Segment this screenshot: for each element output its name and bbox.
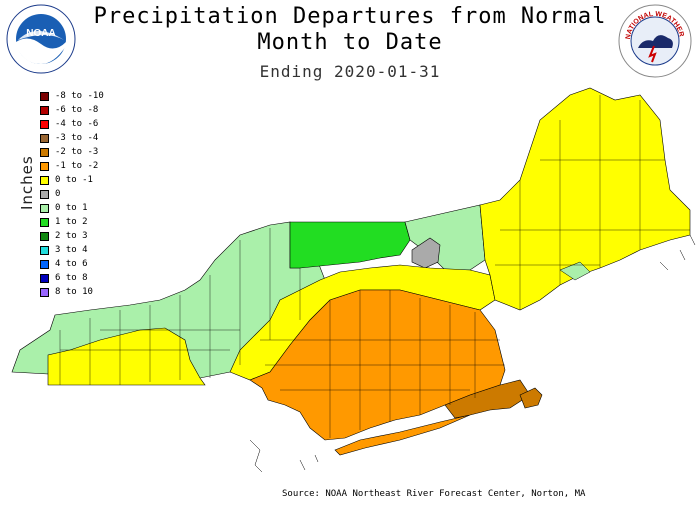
legend-item: -3 to -4: [40, 131, 104, 145]
region-maine-yellow: [479, 87, 691, 311]
legend-label: 8 to 10: [55, 287, 93, 297]
legend-item: 0 to 1: [40, 201, 104, 215]
legend-item: -1 to -2: [40, 159, 104, 173]
coastline: [249, 234, 696, 473]
legend-label: -4 to -6: [55, 119, 99, 129]
legend-swatch: [40, 147, 49, 157]
legend-units-label: Inches: [18, 155, 36, 210]
region-ny-southern-tier-yellow: [47, 327, 206, 386]
svg-text:NOAA: NOAA: [26, 28, 55, 39]
county-lines: [59, 95, 690, 438]
map-title: Precipitation Departures from Normal: [93, 4, 607, 29]
map-legend: -8 to -10 -6 to -8 -4 to -6 -3 to -4 -2 to -…: [40, 89, 104, 299]
region-cape-cod-brown: [519, 387, 543, 409]
legend-item: -8 to -10: [40, 89, 104, 103]
legend-label: 6 to 8: [55, 273, 88, 283]
noaa-logo: NOAA: [6, 4, 76, 74]
legend-label: -3 to -4: [55, 133, 99, 143]
legend-swatch: [40, 231, 49, 241]
map-date-line: Ending 2020-01-31: [259, 62, 441, 81]
legend-label: -1 to -2: [55, 161, 99, 171]
map-subtitle: Month to Date: [257, 30, 443, 55]
legend-label: 4 to 6: [55, 259, 88, 269]
legend-item: 1 to 2: [40, 215, 104, 229]
legend-label: 0: [55, 189, 61, 199]
legend-swatch: [40, 217, 49, 227]
nws-logo: NATIONAL WEATHER SERVICE: [618, 4, 692, 78]
legend-swatch: [40, 175, 49, 185]
legend-label: -6 to -8: [55, 105, 99, 115]
legend-item: -4 to -6: [40, 117, 104, 131]
region-maine-coast-light-green: [559, 261, 591, 281]
region-gray-zero: [411, 237, 441, 269]
legend-swatch: [40, 189, 49, 199]
legend-swatch: [40, 133, 49, 143]
legend-swatch: [40, 273, 49, 283]
legend-item: 8 to 10: [40, 285, 104, 299]
legend-label: 0 to 1: [55, 203, 88, 213]
legend-item: -2 to -3: [40, 145, 104, 159]
legend-label: 1 to 2: [55, 217, 88, 227]
legend-item: 4 to 6: [40, 257, 104, 271]
legend-item: 2 to 3: [40, 229, 104, 243]
legend-swatch: [40, 245, 49, 255]
legend-swatch: [40, 287, 49, 297]
region-north-country-green: [289, 221, 411, 269]
legend-label: 0 to -1: [55, 175, 93, 185]
legend-item: 6 to 8: [40, 271, 104, 285]
region-long-island-orange: [334, 414, 471, 456]
legend-item: 3 to 4: [40, 243, 104, 257]
source-credit: Source: NOAA Northeast River Forecast Ce…: [282, 489, 586, 499]
legend-item: 0: [40, 187, 104, 201]
legend-swatch: [40, 105, 49, 115]
legend-label: 2 to 3: [55, 231, 88, 241]
legend-swatch: [40, 119, 49, 129]
legend-label: -8 to -10: [55, 91, 104, 101]
legend-swatch: [40, 161, 49, 171]
legend-swatch: [40, 259, 49, 269]
legend-item: 0 to -1: [40, 173, 104, 187]
legend-label: 3 to 4: [55, 245, 88, 255]
legend-item: -6 to -8: [40, 103, 104, 117]
legend-swatch: [40, 203, 49, 213]
legend-label: -2 to -3: [55, 147, 99, 157]
legend-swatch: [40, 91, 49, 101]
region-se-ma-brown: [444, 379, 531, 419]
